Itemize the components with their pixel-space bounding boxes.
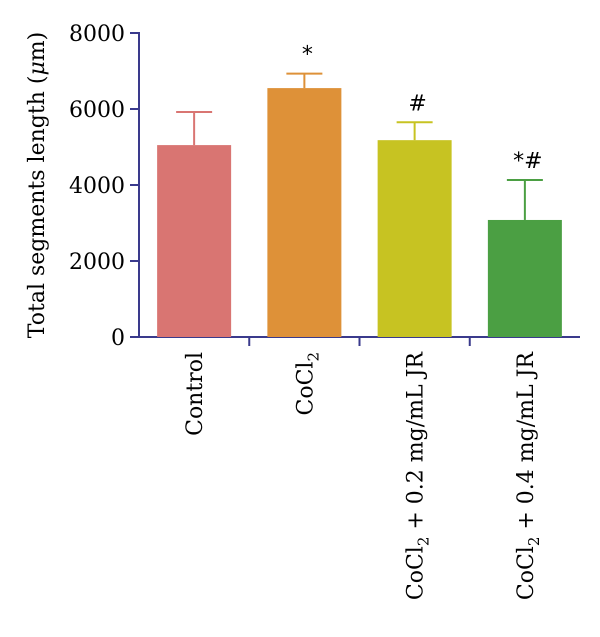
category-label: Control bbox=[183, 352, 208, 436]
category-label: CoCl2 + 0.4 mg/mL JR bbox=[514, 351, 543, 601]
bars bbox=[157, 88, 562, 337]
y-axis-title-text: Total segments length (μm) bbox=[25, 32, 50, 338]
category-label: CoCl2 + 0.2 mg/mL JR bbox=[404, 351, 433, 601]
y-tick-label: 4000 bbox=[69, 174, 125, 199]
y-tick-label: 8000 bbox=[69, 22, 125, 47]
bar bbox=[487, 219, 562, 337]
significance-markers: *#*# bbox=[302, 43, 543, 174]
y-axis: 0 2000 4000 6000 8000 bbox=[69, 22, 140, 351]
y-axis-title: Total segments length (μm) bbox=[25, 32, 50, 338]
x-axis bbox=[139, 336, 580, 346]
y-tick-label: 0 bbox=[111, 326, 125, 351]
bar bbox=[157, 145, 232, 337]
bar bbox=[377, 140, 452, 337]
significance-label: * bbox=[302, 43, 313, 68]
category-labels: Control CoCl2 CoCl2 + 0.2 mg/mL JR CoCl2 + … bbox=[183, 351, 543, 601]
significance-label: *# bbox=[513, 149, 542, 174]
category-label: CoCl2 bbox=[293, 352, 322, 416]
y-tick-label: 6000 bbox=[69, 98, 125, 123]
bar bbox=[267, 88, 342, 337]
y-tick-label: 2000 bbox=[69, 250, 125, 275]
error-bars bbox=[176, 72, 543, 220]
significance-label: # bbox=[408, 91, 426, 116]
